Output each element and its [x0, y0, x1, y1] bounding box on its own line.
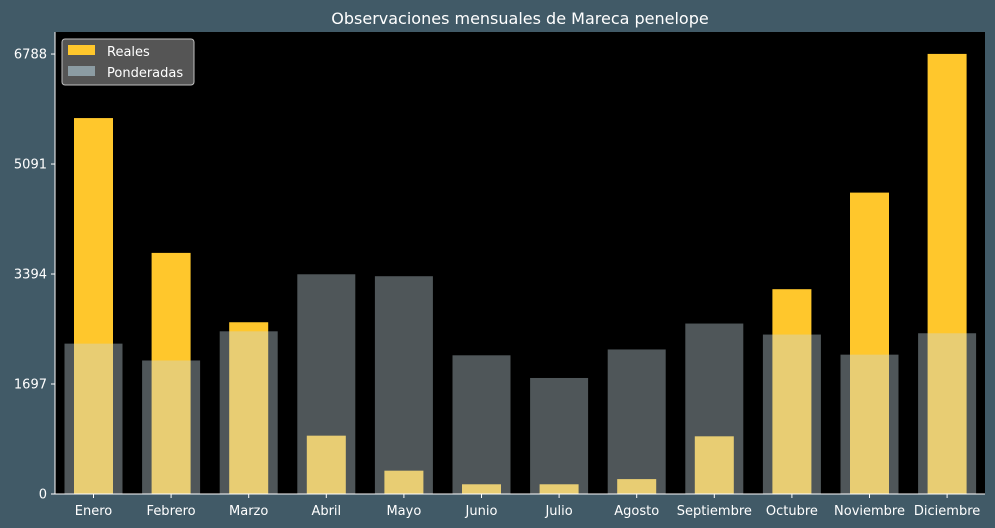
bar-ponderadas-octubre	[762, 334, 821, 494]
legend: Reales Ponderadas	[61, 38, 195, 86]
series-reales	[74, 53, 967, 495]
x-tick-label: Diciembre	[914, 504, 980, 519]
legend-label-ponderadas: Ponderadas	[107, 66, 183, 81]
x-tick-label: Mayo	[386, 504, 421, 519]
y-tick-label: 6788	[14, 48, 47, 63]
series-ponderadas	[64, 274, 977, 494]
bar-reales-octubre	[772, 289, 812, 494]
bar-ponderadas-julio	[530, 377, 589, 494]
bar-ponderadas-marzo	[219, 331, 278, 494]
x-tick-label: Octubre	[766, 504, 818, 519]
bar-reales-noviembre	[850, 192, 889, 495]
bar-reales-marzo	[229, 322, 269, 494]
x-axis: Enero Febrero Marzo Abril Mayo Junio Julio Agos…	[55, 493, 985, 519]
y-tick-label: 3394	[14, 268, 47, 283]
y-tick-label: 5091	[14, 158, 47, 173]
x-tick-label: Julio	[544, 504, 572, 519]
y-axis: 0 1697 3394 5091 6788	[14, 32, 56, 503]
bar-ponderadas-abril	[297, 274, 356, 494]
x-tick-label: Noviembre	[834, 504, 905, 519]
bar-reales-agosto	[617, 479, 657, 494]
bar-ponderadas-febrero	[142, 360, 201, 494]
bar-ponderadas-noviembre	[840, 354, 899, 494]
bar-reales-diciembre	[927, 53, 967, 494]
bar-reales-julio	[539, 484, 579, 494]
x-tick-label: Agosto	[614, 504, 659, 519]
bar-reales-septiembre	[694, 436, 734, 494]
x-tick-label: Marzo	[229, 504, 268, 519]
bar-ponderadas-enero	[64, 343, 123, 494]
x-tick-label: Febrero	[147, 504, 196, 519]
bar-reales-abril	[306, 435, 346, 494]
bar-reales-febrero	[151, 252, 191, 494]
x-tick-label: Enero	[75, 504, 113, 519]
legend-swatch-reales	[68, 45, 95, 55]
chart-title: Observaciones mensuales de Mareca penelo…	[331, 9, 708, 28]
bar-ponderadas-junio	[452, 355, 511, 494]
x-tick-label: Septiembre	[677, 504, 752, 519]
bar-ponderadas-mayo	[374, 276, 433, 494]
bar-ponderadas-diciembre	[918, 333, 977, 494]
bar-reales-mayo	[384, 470, 424, 494]
legend-swatch-ponderadas	[68, 66, 95, 76]
bar-reales-junio	[462, 484, 501, 494]
legend-label-reales: Reales	[107, 45, 150, 60]
bar-reales-enero	[74, 118, 113, 494]
x-tick-label: Junio	[465, 504, 498, 519]
y-tick-label: 1697	[14, 378, 47, 393]
x-tick-label: Abril	[311, 504, 341, 519]
bar-ponderadas-agosto	[607, 349, 666, 494]
bar-ponderadas-septiembre	[685, 323, 744, 494]
y-tick-label: 0	[39, 488, 47, 503]
plot-area	[55, 32, 985, 494]
